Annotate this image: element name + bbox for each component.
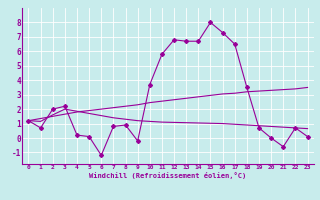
X-axis label: Windchill (Refroidissement éolien,°C): Windchill (Refroidissement éolien,°C) — [89, 172, 247, 179]
